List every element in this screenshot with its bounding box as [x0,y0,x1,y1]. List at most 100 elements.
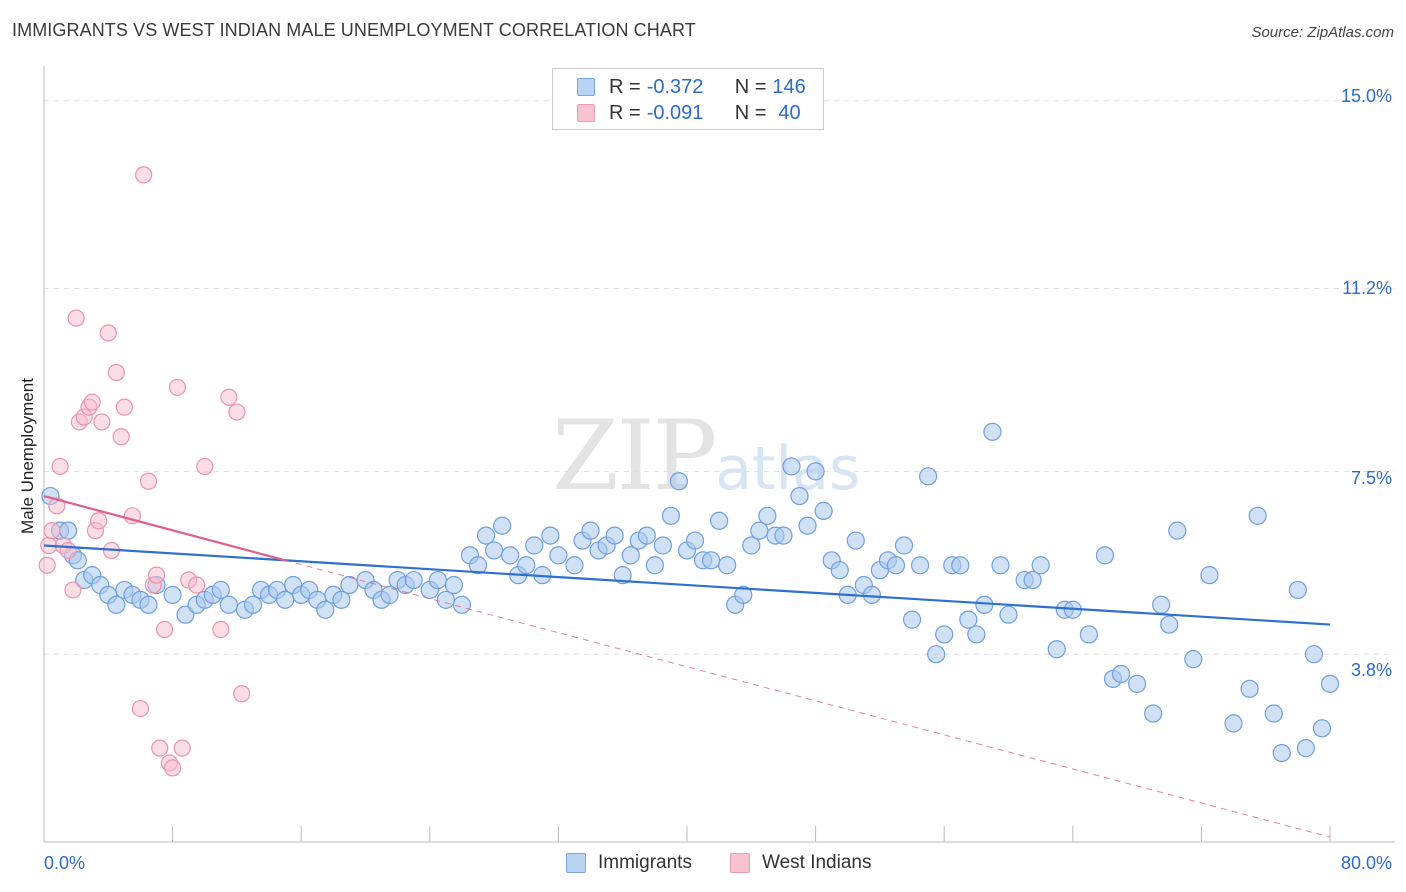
immigrants-point [661,506,681,525]
immigrants-point [919,467,938,486]
immigrants-point [621,546,640,565]
immigrants-point [702,551,721,570]
immigrants-point [340,575,359,595]
west-indians-point [164,759,182,777]
west-indians-r-value: -0.091 [646,101,704,124]
west-indians-point [196,457,214,476]
immigrants-point [1248,506,1267,525]
immigrants-point [846,531,865,550]
immigrants-point [902,610,922,629]
y-tick-label: 11.2% [1342,278,1392,298]
west-indians-legend-label: West Indians [762,852,872,873]
immigrants-point [428,570,447,590]
source-credit: Source: ZipAtlas.com [1251,24,1394,41]
immigrants-point [758,506,777,525]
immigrants-point [1079,625,1098,644]
immigrants-r-value: -0.372 [646,75,704,98]
r-label: R = [609,101,641,124]
immigrants-point [669,472,689,491]
immigrants-point [1184,650,1203,669]
chart-title: IMMIGRANTS VS WEST INDIAN MALE UNEMPLOYM… [12,20,696,40]
immigrants-point [637,526,656,545]
immigrants-point [243,595,263,614]
immigrants-point [1312,719,1332,738]
stats-legend: R = -0.372 N = 146 R = -0.091 N = 40 [552,68,824,130]
west-indians-n-value: 40 [778,101,801,124]
immigrants-n-value: 146 [772,75,806,98]
immigrants-point [332,590,351,609]
west-indians-point [173,739,191,757]
immigrants-point [991,556,1010,575]
immigrants-point [645,556,664,575]
immigrants-point [734,585,753,605]
immigrants-point [959,610,978,629]
west-indians-point [228,403,246,421]
immigrants-point [782,457,801,476]
immigrants-point [927,645,946,664]
immigrants-point [549,546,568,565]
immigrants-point [380,585,399,605]
immigrants-point [1127,674,1147,693]
immigrants-point [975,595,994,614]
west-indians-point [155,620,174,639]
west-indians-point [67,309,85,327]
immigrants-point [710,511,729,530]
y-tick-label: 3.8% [1350,660,1392,680]
immigrants-point [894,536,914,555]
west-indians-point [107,363,125,382]
immigrants-point [862,585,881,605]
immigrants-point [935,625,954,644]
immigrants-point [1240,679,1259,698]
west-indians-point [90,512,108,530]
immigrants-point [1304,645,1324,664]
west-indians-point [220,388,238,406]
immigrants-point [541,526,560,545]
immigrants-point [211,580,230,600]
immigrants-point [605,526,624,545]
immigrants-point [517,556,536,575]
legend-row-immigrants: R = -0.372 N = 146 [577,75,806,99]
immigrants-point [1200,566,1219,585]
west-indians-point [83,393,101,411]
immigrants-point [1168,521,1187,540]
immigrants-point [742,536,761,555]
immigrants-point [316,600,335,619]
west-indians-point [59,541,77,560]
n-label: N = [734,75,767,98]
immigrants-point [436,590,455,609]
west-indians-swatch [577,104,595,122]
immigrants-point [983,422,1002,441]
west-indians-trend-line [43,495,286,562]
immigrants-point [613,566,632,585]
immigrants-point [790,486,809,506]
legend-row-west-indians: R = -0.091 N = 40 [577,101,801,125]
immigrants-point [468,556,488,575]
immigrants-point [1320,674,1340,693]
immigrants-swatch [566,853,586,873]
immigrants-point [163,585,182,605]
immigrants-point [750,521,769,540]
west-indians-point [51,457,69,476]
immigrants-point [814,501,833,520]
immigrants-point [1095,546,1115,565]
west-indians-point [147,566,166,584]
immigrants-point [525,536,544,555]
west-indians-point [48,497,66,515]
watermark: ZIPatlas [552,400,860,512]
immigrants-point [1023,570,1042,590]
immigrants-point [565,556,584,575]
immigrants-point [452,595,472,614]
immigrants-point [493,516,512,535]
west-indians-point [115,398,133,416]
immigrants-point [1272,743,1291,763]
immigrants-point [830,561,849,580]
n-label: N = [734,101,767,124]
west-indians-swatch [730,853,750,873]
immigrants-swatch [577,78,595,96]
immigrants-point [967,625,986,644]
immigrants-point [1047,640,1066,659]
immigrants-point [806,462,825,481]
west-indians-point [135,166,153,184]
immigrants-point [1144,704,1163,723]
west-indians-point [131,699,150,718]
